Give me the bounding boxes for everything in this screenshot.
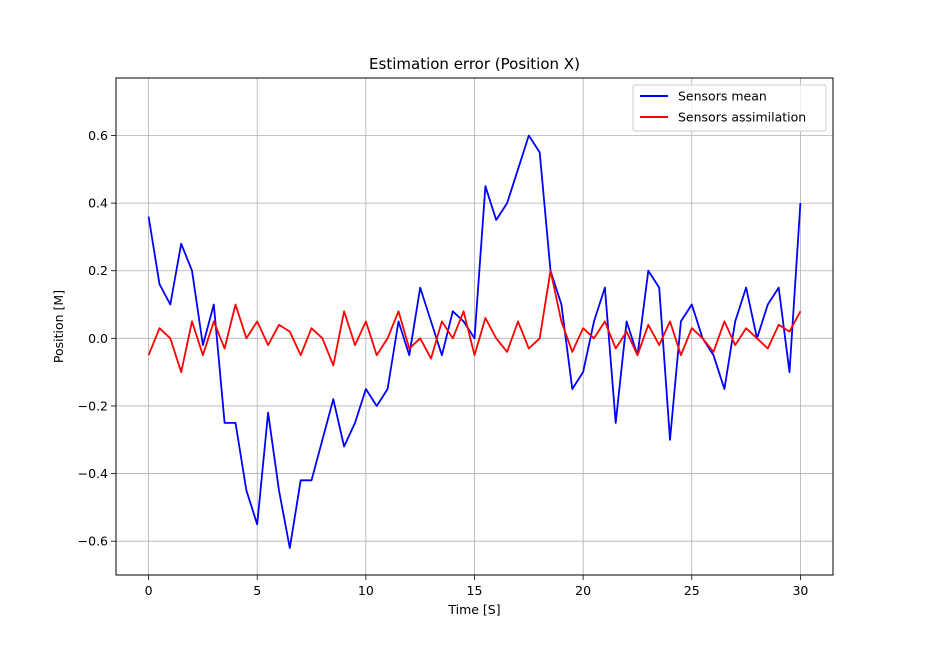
y-axis-ticks: −0.6 −0.4 −0.2 0.0 0.2 0.4 0.6 (78, 128, 116, 549)
series-line-sensors-assimilation (147, 269, 802, 374)
legend-box (632, 84, 827, 132)
x-tick-label: 5 (253, 583, 261, 598)
x-tick-label: 25 (684, 583, 700, 598)
chart-title: Estimation error (Position X) (369, 55, 580, 73)
y-tick-label: 0.0 (88, 331, 108, 346)
series-line-sensors-mean (147, 134, 802, 549)
y-tick-label: 0.2 (88, 263, 108, 278)
x-tick-label: 20 (575, 583, 591, 598)
y-axis-label: Position [M] (51, 290, 66, 363)
y-tick-label: 0.4 (88, 196, 108, 211)
series-lines (147, 134, 802, 549)
x-tick-label: 0 (145, 583, 153, 598)
y-tick-label: −0.2 (78, 398, 108, 413)
x-tick-label: 30 (792, 583, 808, 598)
legend: Sensors mean Sensors assimilation (632, 84, 827, 132)
y-tick-label: −0.4 (78, 466, 108, 481)
x-tick-label: 10 (358, 583, 374, 598)
y-tick-label: −0.6 (78, 534, 108, 549)
x-axis-label: Time [S] (447, 602, 500, 617)
legend-label-sensors-mean: Sensors mean (678, 89, 767, 104)
legend-label-sensors-assimilation: Sensors assimilation (678, 110, 806, 125)
grid (116, 78, 833, 575)
y-tick-label: 0.6 (88, 128, 108, 143)
x-tick-label: 15 (467, 583, 483, 598)
x-axis-ticks: 0 5 10 15 20 25 30 (145, 575, 808, 598)
